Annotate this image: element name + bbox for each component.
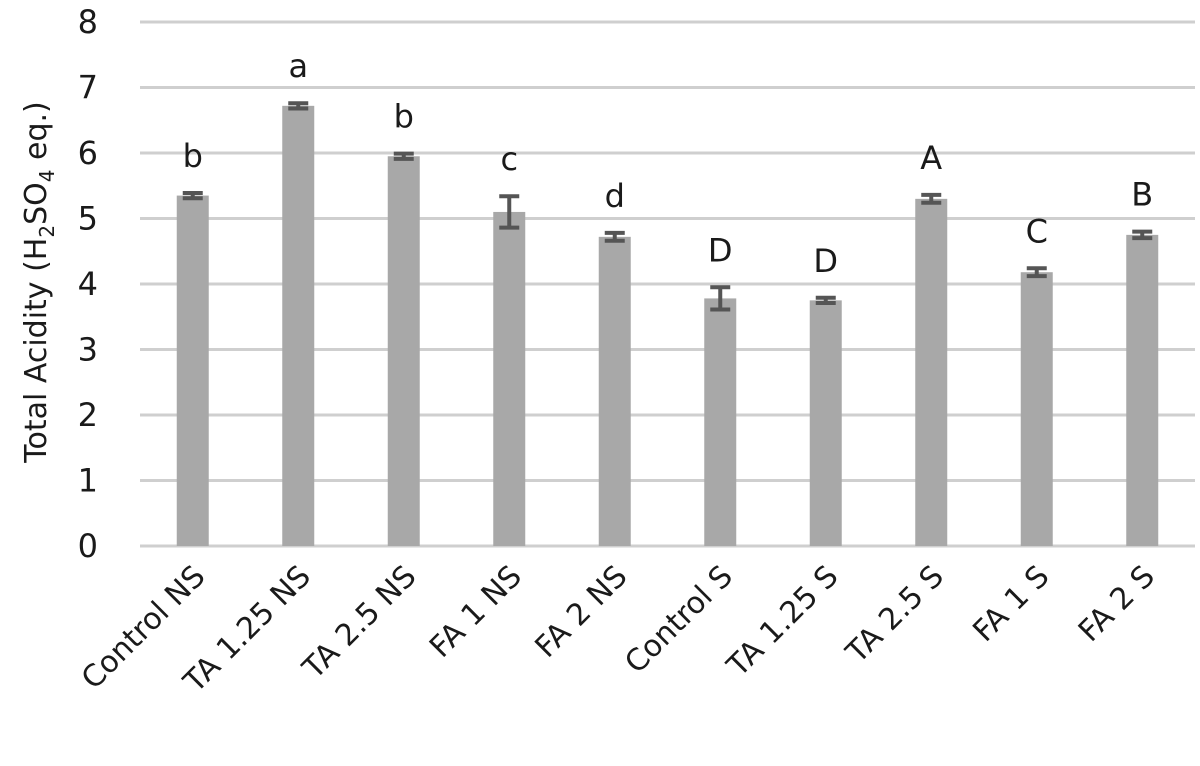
significance-label: b <box>394 98 414 136</box>
significance-label: B <box>1131 176 1153 214</box>
y-tick-label: 0 <box>78 527 98 565</box>
y-tick-label: 3 <box>78 331 98 369</box>
x-tick-label: TA 1.25 S <box>720 559 845 684</box>
bar <box>493 211 526 546</box>
x-tick-label: Control S <box>618 559 740 681</box>
x-tick-label: TA 2.5 S <box>839 559 951 671</box>
y-tick-label: 7 <box>78 69 98 107</box>
bars <box>176 105 1159 546</box>
error-bar <box>288 101 309 111</box>
significance-label: C <box>1026 212 1048 250</box>
bar <box>387 156 420 546</box>
error-bar <box>182 190 203 201</box>
significance-label: d <box>605 177 625 215</box>
significance-label: c <box>500 140 518 178</box>
error-bar <box>1132 229 1153 241</box>
error-bar <box>604 230 625 243</box>
x-tick-label: FA 2 S <box>1072 559 1162 649</box>
error-bars <box>182 101 1153 312</box>
x-tick-label: FA 1 NS <box>423 559 529 665</box>
error-bar <box>710 285 731 312</box>
bar <box>704 298 737 546</box>
significance-label: A <box>920 139 942 177</box>
error-bar <box>815 295 836 305</box>
significance-labels: b a b c d D D A C B <box>183 47 1154 280</box>
x-tick-label: FA 2 NS <box>529 559 635 665</box>
significance-label: D <box>813 242 838 280</box>
y-tick-label: 1 <box>78 462 98 500</box>
y-tick-label: 8 <box>78 3 98 41</box>
significance-label: b <box>183 137 203 175</box>
error-bar <box>921 192 942 205</box>
error-bar <box>393 151 414 161</box>
bar <box>1126 234 1159 546</box>
significance-label: D <box>708 231 733 269</box>
bar <box>915 198 948 546</box>
y-axis-label: Total Acidity (H2SO4 eq.) <box>19 101 59 464</box>
gridlines <box>140 20 1195 548</box>
bar <box>1020 272 1053 546</box>
bar <box>176 195 209 546</box>
bar <box>282 105 315 546</box>
error-bar <box>499 194 520 230</box>
y-tick-labels: 0 1 2 3 4 5 6 7 8 <box>78 3 98 565</box>
x-tick-label: TA 2.5 NS <box>296 559 424 687</box>
significance-label: a <box>288 47 308 85</box>
y-tick-label: 2 <box>78 396 98 434</box>
y-tick-label: 5 <box>78 200 98 238</box>
bar <box>809 300 842 546</box>
y-tick-label: 6 <box>78 134 98 172</box>
bar <box>598 236 631 546</box>
y-tick-label: 4 <box>78 265 98 303</box>
error-bar <box>1026 266 1047 279</box>
x-tick-label: FA 1 S <box>966 559 1056 649</box>
